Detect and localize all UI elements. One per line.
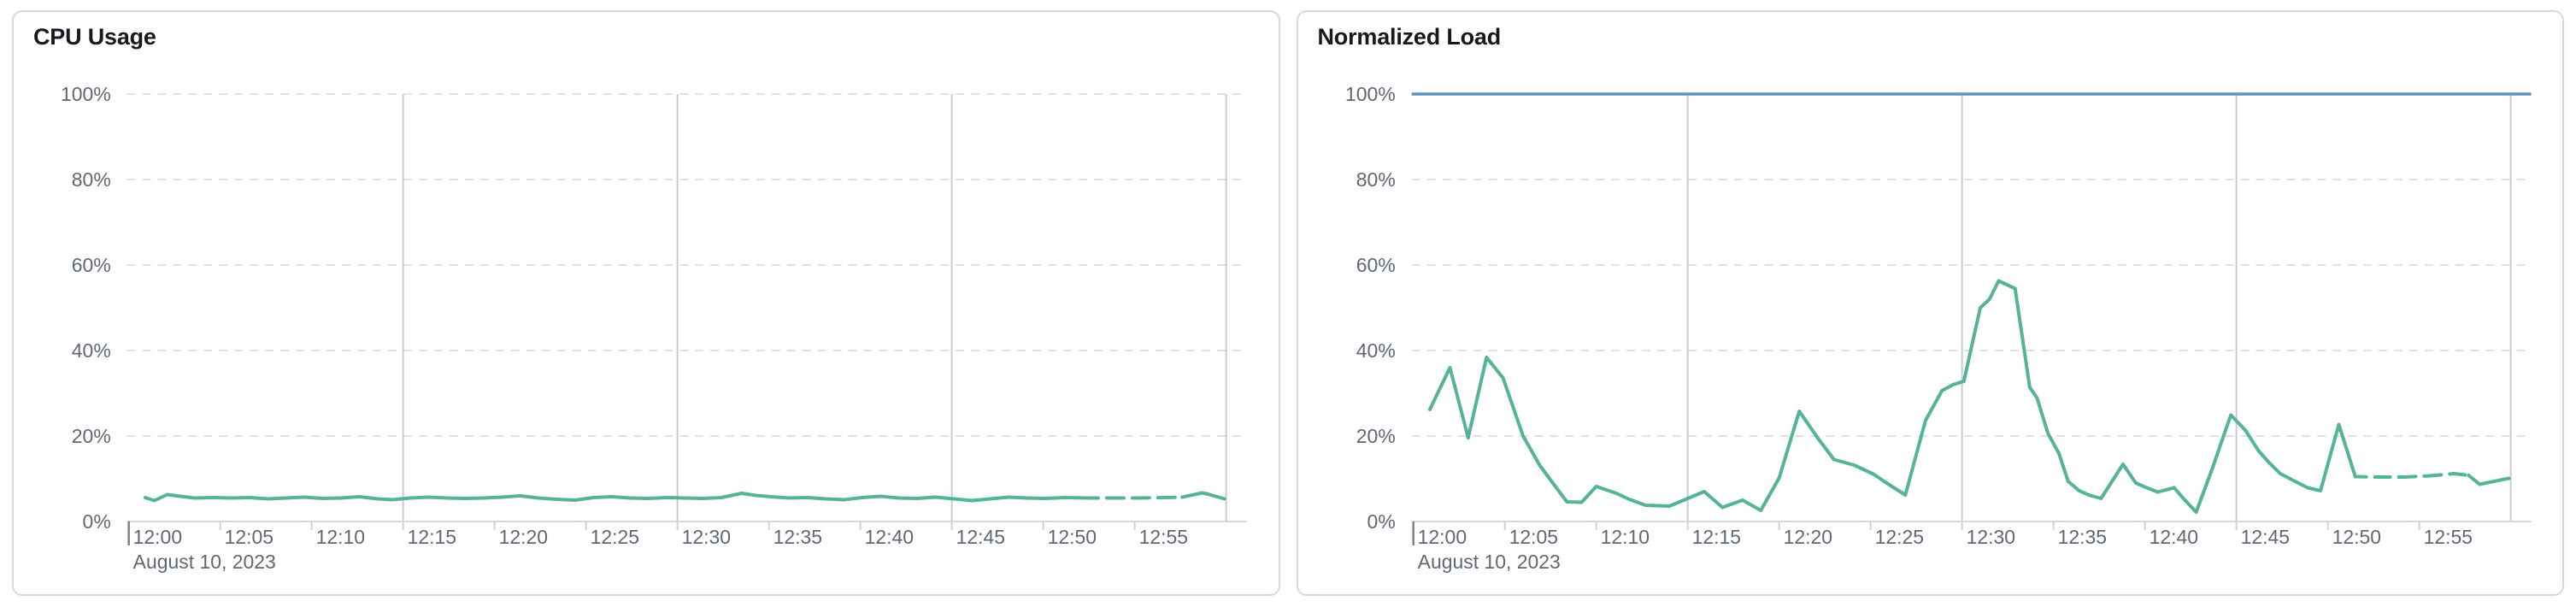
x-tick-label: 12:20 — [499, 526, 548, 548]
x-tick-label: 12:35 — [773, 526, 822, 548]
x-tick-label: 12:10 — [316, 526, 365, 548]
x-tick-label: 12:40 — [2149, 526, 2197, 548]
x-tick-label: 12:40 — [865, 526, 914, 548]
panel-cpu-usage: CPU Usage 0% 20% 40% 60% 80% 100% 12:00 12:05 12… — [12, 10, 1280, 596]
y-tick-label: 80% — [72, 168, 111, 191]
series-line-dashed — [2353, 472, 2470, 479]
x-tick-label: 12:05 — [225, 526, 273, 548]
x-tick-label: 12:45 — [2240, 526, 2289, 548]
x-tick-label: 12:00 — [133, 526, 182, 548]
panel-normalized-load: Normalized Load 0% 20% 40% 60% 80% 100% 12:00 1… — [1296, 10, 2564, 596]
x-tick-label: 12:30 — [1966, 526, 2014, 548]
x-tick-label: 12:50 — [2332, 526, 2380, 548]
y-tick-label: 0% — [83, 510, 111, 533]
y-tick-label: 60% — [72, 254, 111, 276]
x-tick-label: 12:30 — [682, 526, 731, 548]
y-tick-label: 100% — [1345, 83, 1396, 105]
x-tick-label: 12:00 — [1417, 526, 1466, 548]
date-label: August 10, 2023 — [133, 551, 276, 573]
x-tick-label: 12:25 — [1874, 526, 1923, 548]
x-tick-label: 12:50 — [1048, 526, 1097, 548]
series-line — [1427, 279, 2511, 514]
x-tick-label: 12:15 — [408, 526, 456, 548]
y-tick-label: 20% — [1356, 425, 1395, 447]
date-label: August 10, 2023 — [1417, 551, 1560, 573]
series-line — [143, 491, 1226, 503]
x-tick-label: 12:15 — [1691, 526, 1740, 548]
x-tick-label: 12:55 — [2423, 526, 2472, 548]
y-tick-label: 60% — [1356, 254, 1395, 276]
normalized-load-chart[interactable]: 0% 20% 40% 60% 80% 100% 12:00 12:05 12:10 12:15 12… — [1298, 12, 2563, 594]
x-tick-label: 12:05 — [1509, 526, 1557, 548]
y-tick-label: 40% — [72, 339, 111, 362]
y-tick-label: 80% — [1356, 168, 1395, 191]
panel-title-normalized-load: Normalized Load — [1317, 24, 1502, 50]
x-tick-label: 12:35 — [2057, 526, 2106, 548]
x-tick-label: 12:10 — [1600, 526, 1649, 548]
y-tick-label: 0% — [1367, 510, 1395, 533]
x-tick-label: 12:55 — [1139, 526, 1188, 548]
cpu-usage-chart[interactable]: 0% 20% 40% 60% 80% 100% 12:00 12:05 12:10 12:15 12… — [14, 12, 1279, 594]
panel-title-cpu-usage: CPU Usage — [33, 24, 156, 50]
y-tick-label: 20% — [72, 425, 111, 447]
y-tick-label: 40% — [1356, 339, 1395, 362]
x-tick-label: 12:25 — [591, 526, 639, 548]
y-tick-label: 100% — [61, 83, 111, 105]
x-tick-label: 12:20 — [1783, 526, 1832, 548]
x-tick-label: 12:45 — [956, 526, 1005, 548]
